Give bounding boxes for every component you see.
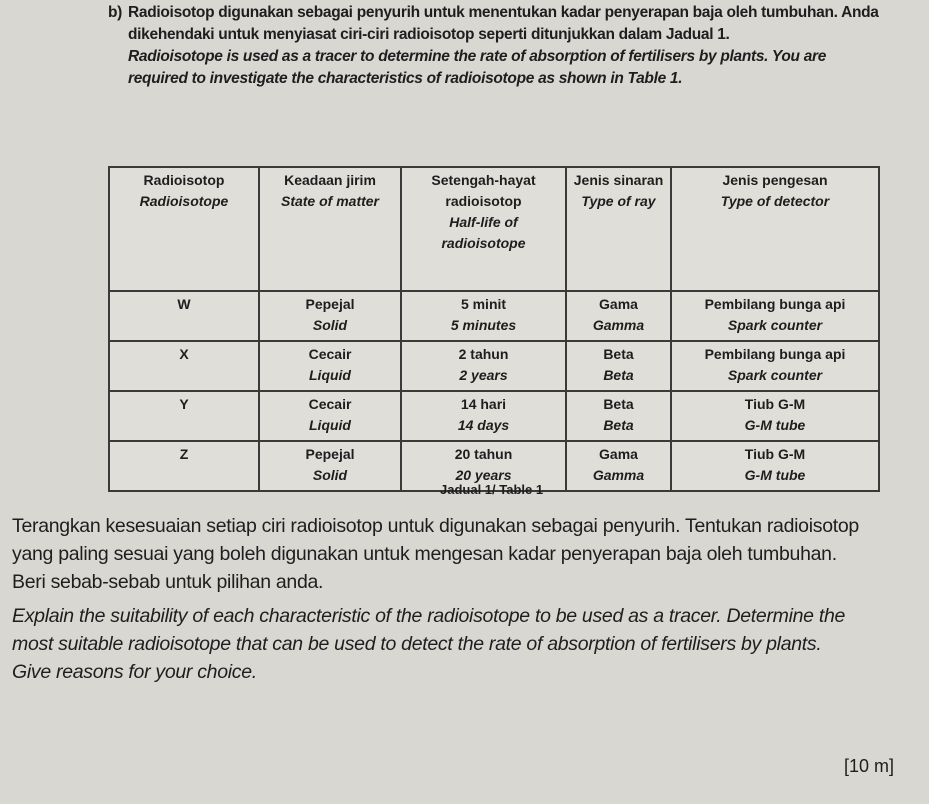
cell-ray: Gama Gamma: [565, 290, 672, 342]
question-english-reasons: Give reasons for your choice.: [12, 661, 257, 683]
table-row: Z Pepejal Solid 20 tahun 20 years Gama Gamm…: [108, 440, 880, 492]
question-malay: Terangkan kesesuaian setiap ciri radiois…: [12, 515, 859, 565]
marks-label: [10 m]: [843, 756, 894, 776]
radioisotope-table: Radioisotop Radioisotope Keadaan jirim Sta…: [108, 166, 880, 492]
cell-half-life: 2 tahun 2 years: [400, 340, 567, 392]
question-malay-reasons: Beri sebab-sebab untuk pilihan anda.: [12, 571, 324, 593]
cell-detector: Tiub G-M G-M tube: [670, 440, 880, 492]
cell-detector: Pembilang bunga api Spark counter: [670, 340, 880, 392]
cell-detector: Pembilang bunga api Spark counter: [670, 290, 880, 342]
table-row: Y Cecair Liquid 14 hari 14 days Beta Beta T…: [108, 390, 880, 442]
cell-half-life: 5 minit 5 minutes: [400, 290, 567, 342]
question-text: Terangkan kesesuaian setiap ciri radiois…: [12, 512, 882, 686]
table-row: X Cecair Liquid 2 tahun 2 years Beta Beta P…: [108, 340, 880, 392]
cell-isotope: Y: [108, 390, 260, 442]
header-ray: Jenis sinaran Type of ray: [565, 166, 672, 292]
cell-detector: Tiub G-M G-M tube: [670, 390, 880, 442]
intro-text: b) Radioisotop digunakan sebagai penyuri…: [108, 2, 888, 90]
cell-isotope: Z: [108, 440, 260, 492]
cell-half-life: 20 tahun 20 years: [400, 440, 567, 492]
header-detector: Jenis pengesan Type of detector: [670, 166, 880, 292]
cell-isotope: W: [108, 290, 260, 342]
cell-state: Cecair Liquid: [258, 340, 402, 392]
header-half-life: Setengah-hayat radioisotop Half-life of r…: [400, 166, 567, 292]
question-english: Explain the suitability of each characte…: [12, 605, 846, 655]
table-row: W Pepejal Solid 5 minit 5 minutes Gama Gamm…: [108, 290, 880, 342]
cell-half-life: 14 hari 14 days: [400, 390, 567, 442]
cell-ray: Beta Beta: [565, 390, 672, 442]
intro-malay: Radioisotop digunakan sebagai penyurih u…: [128, 4, 879, 43]
table-header-row: Radioisotop Radioisotope Keadaan jirim Sta…: [108, 166, 880, 292]
cell-ray: Beta Beta: [565, 340, 672, 392]
cell-state: Pepejal Solid: [258, 440, 402, 492]
header-radioisotope: Radioisotop Radioisotope: [108, 166, 260, 292]
cell-state: Cecair Liquid: [258, 390, 402, 442]
cell-ray: Gama Gamma: [565, 440, 672, 492]
intro-english: Radioisotope is used as a tracer to dete…: [128, 48, 827, 87]
header-state: Keadaan jirim State of matter: [258, 166, 402, 292]
cell-state: Pepejal Solid: [258, 290, 402, 342]
table-caption: Jadual 1/ Table 1: [440, 482, 544, 497]
question-label: b): [108, 4, 123, 21]
cell-isotope: X: [108, 340, 260, 392]
